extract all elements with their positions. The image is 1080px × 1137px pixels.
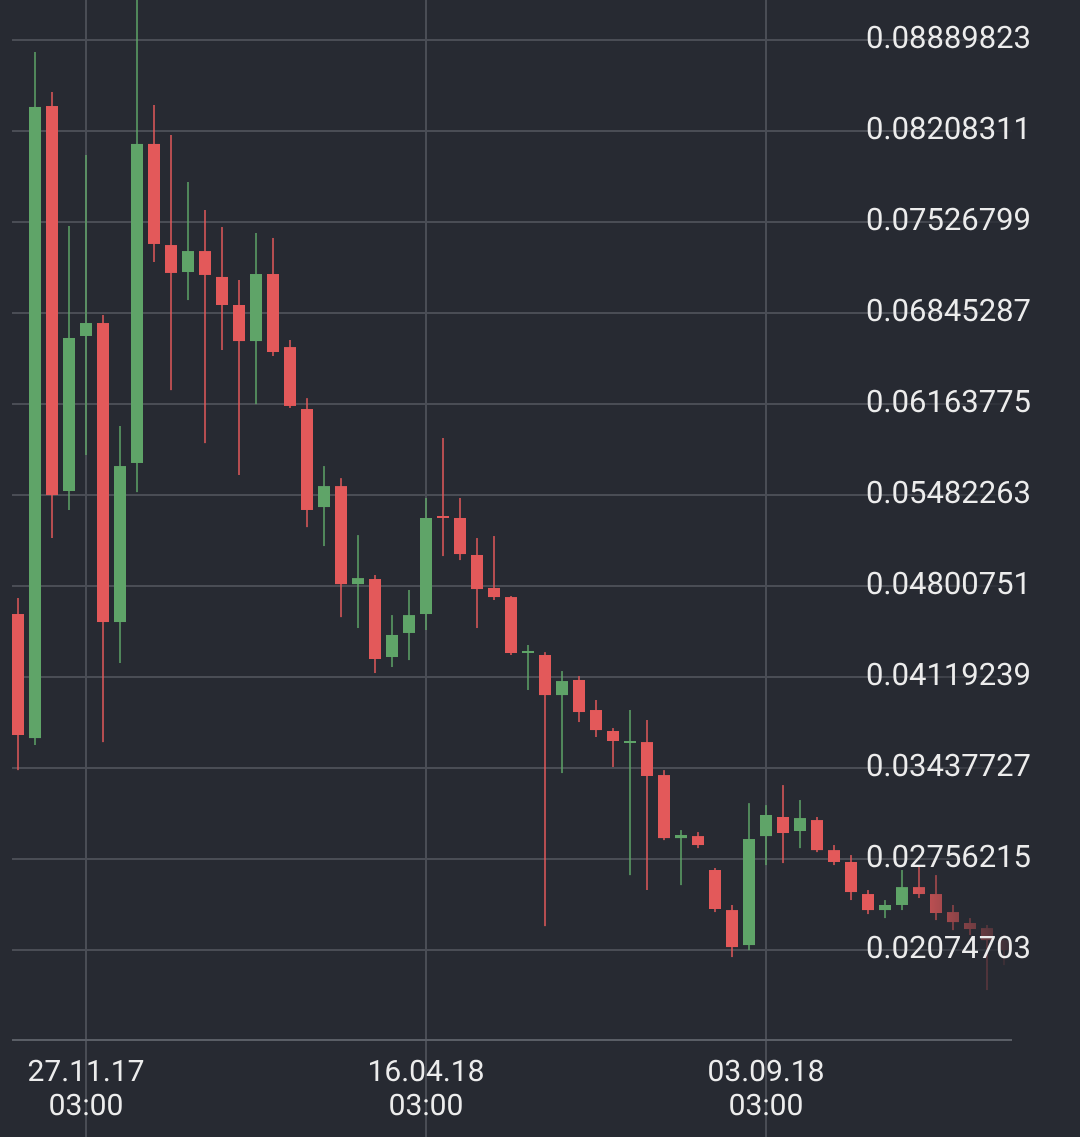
- candle-body: [879, 904, 891, 911]
- candle-body: [726, 910, 738, 948]
- candle-body: [250, 274, 262, 342]
- y-tick-label: 0.08889823: [866, 19, 1031, 56]
- x-tick-label: 16.04.18 03:00: [367, 1054, 485, 1123]
- y-tick-label: 0.06163775: [866, 383, 1031, 420]
- candle-body: [777, 816, 789, 834]
- y-tick-label: 0.07526799: [866, 201, 1031, 238]
- candle-body: [845, 861, 857, 893]
- y-tick-label: 0.02074703: [866, 929, 1031, 966]
- y-tick-label: 0.04119239: [866, 656, 1031, 693]
- candle-body: [811, 820, 823, 851]
- candle-body: [386, 634, 398, 658]
- candle-body: [165, 245, 177, 273]
- candle-body: [63, 337, 75, 492]
- candle-body: [216, 276, 228, 306]
- candle-body: [862, 894, 874, 911]
- candle-body: [420, 517, 432, 615]
- candle-body: [318, 486, 330, 508]
- candle-body: [301, 409, 313, 510]
- candle-body: [284, 347, 296, 406]
- candle-body: [199, 251, 211, 275]
- candle-body: [828, 850, 840, 862]
- candle-body: [675, 835, 687, 839]
- candle-body: [760, 814, 772, 837]
- x-tick-label: 03.09.18 03:00: [707, 1054, 825, 1123]
- candle-body: [148, 143, 160, 244]
- candle-body: [624, 741, 636, 744]
- fade-overlay: [905, 0, 1015, 1040]
- candle-body: [590, 710, 602, 731]
- candle-body: [335, 486, 347, 585]
- y-tick-label: 0.03437727: [866, 747, 1031, 784]
- candle-body: [369, 579, 381, 660]
- candle-body: [80, 323, 92, 336]
- y-tick-label: 0.02756215: [866, 838, 1031, 875]
- candle-body: [46, 106, 58, 496]
- x-tick-label: 27.11.17 03:00: [27, 1054, 145, 1123]
- candle-body: [12, 614, 24, 735]
- y-tick-label: 0.08208311: [866, 110, 1031, 147]
- candle-body: [641, 742, 653, 776]
- y-tick-label: 0.05482263: [866, 474, 1031, 511]
- candle-body: [658, 775, 670, 839]
- candle-body: [743, 839, 755, 946]
- candle-body: [267, 274, 279, 353]
- candle-body: [539, 655, 551, 696]
- candle-body: [505, 597, 517, 654]
- candle-body: [182, 251, 194, 273]
- candle-body: [471, 554, 483, 590]
- candle-body: [403, 615, 415, 633]
- candle-body: [131, 143, 143, 463]
- y-tick-label: 0.06845287: [866, 292, 1031, 329]
- y-axis-labels: 0.08889823 0.08208311 0.07526799 0.06845287…: [866, 19, 1031, 966]
- candle-body: [454, 517, 466, 555]
- candle-body: [607, 730, 619, 742]
- candle-body: [97, 323, 109, 623]
- candle-body: [352, 578, 364, 585]
- candle-body: [114, 466, 126, 623]
- candle-body: [233, 305, 245, 342]
- candle-body: [794, 818, 806, 832]
- candle-body: [29, 106, 41, 739]
- candle-body: [709, 870, 721, 909]
- candle-body: [573, 679, 585, 713]
- y-tick-label: 0.04800751: [866, 565, 1031, 602]
- candle-body: [488, 587, 500, 598]
- grid: [12, 0, 1012, 1137]
- candle-body: [522, 651, 534, 654]
- candle-body: [692, 836, 704, 846]
- candle-body: [437, 515, 449, 518]
- candle-body: [556, 681, 568, 696]
